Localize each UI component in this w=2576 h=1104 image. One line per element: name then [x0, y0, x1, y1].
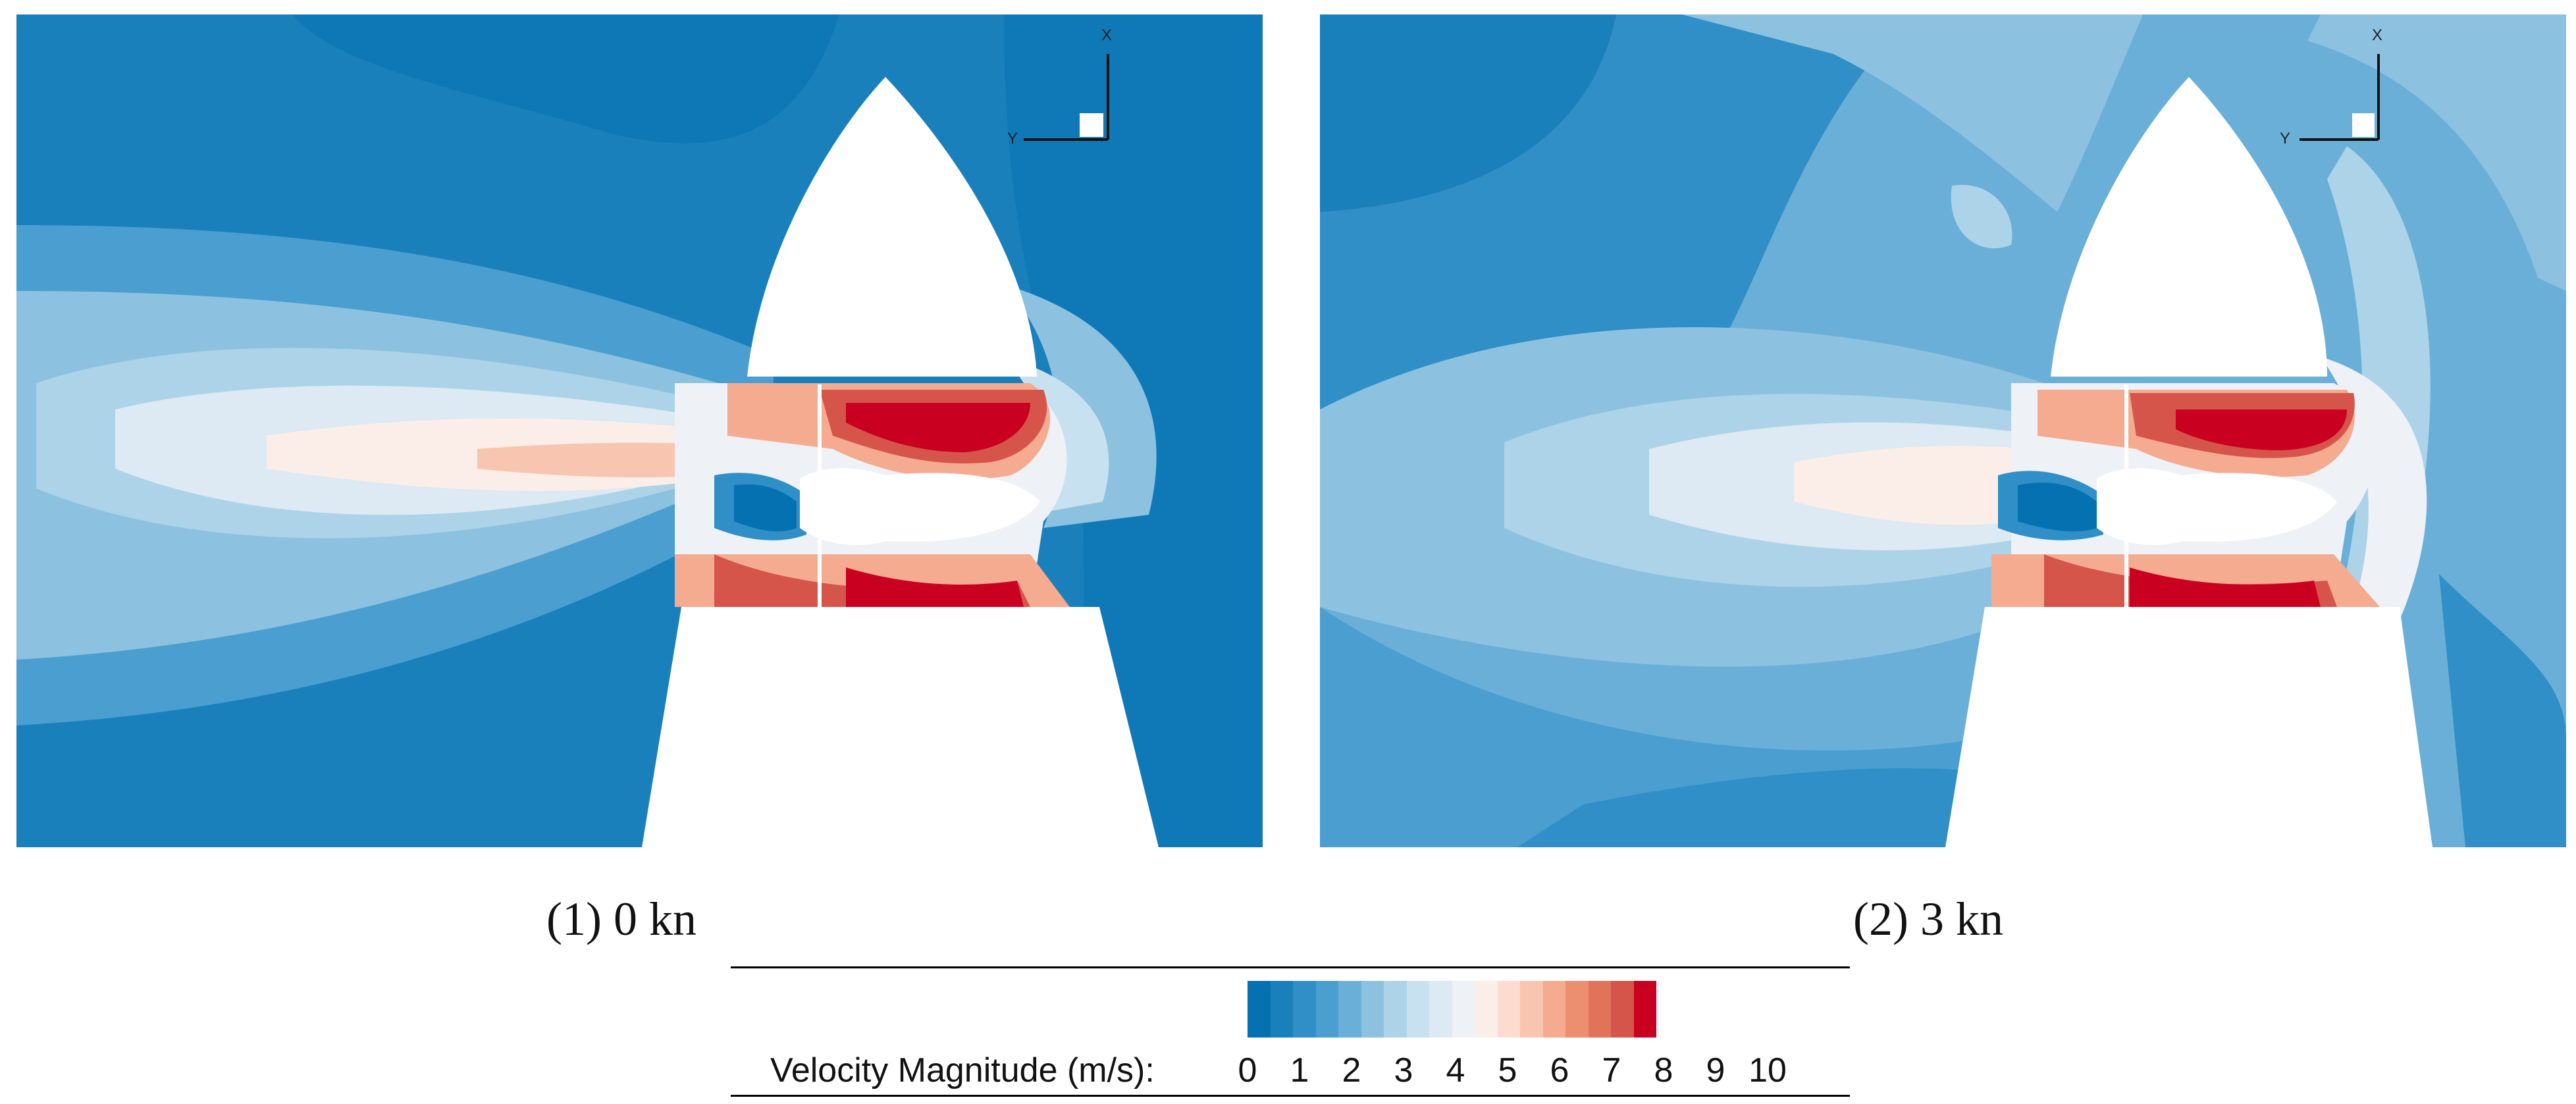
colorbar-swatch	[1588, 981, 1611, 1038]
legend-bottom-rule	[731, 1095, 1850, 1097]
colorbar-swatch	[1338, 981, 1361, 1038]
colorbar-tick-label: 7	[1602, 1051, 1621, 1090]
colorbar-tick-label: 0	[1238, 1051, 1257, 1090]
colorbar-swatch	[1611, 981, 1634, 1038]
colorbar-tick-label: 3	[1394, 1051, 1413, 1090]
velocity-contour-plot	[16, 14, 1263, 847]
y-axis-label: Y	[2280, 130, 2291, 147]
velocity-contour-plot	[1320, 14, 2566, 847]
colorbar-swatch	[1452, 981, 1475, 1038]
colorbar-swatch	[1361, 981, 1384, 1038]
colorbar-swatch	[1497, 981, 1520, 1038]
colorbar-tick-label: 4	[1446, 1051, 1465, 1090]
colorbar-tick-label: 6	[1550, 1051, 1569, 1090]
y-axis-label: Y	[1007, 130, 1018, 147]
legend-top-rule	[731, 966, 1850, 968]
colorbar-swatch	[1542, 981, 1565, 1038]
contour-panel-3kn: X Y	[1320, 14, 2566, 847]
colorbar-tick-label: 8	[1654, 1051, 1673, 1090]
colorbar	[1248, 981, 1656, 1038]
x-axis-label: X	[2372, 26, 2383, 44]
colorbar-swatch	[1270, 981, 1293, 1038]
colorbar-tick-label: 9	[1706, 1051, 1725, 1090]
colorbar-swatch	[1520, 981, 1543, 1038]
legend-title: Velocity Magnitude (m/s):	[770, 1051, 1155, 1090]
colorbar-swatch	[1406, 981, 1429, 1038]
colorbar-tick-label: 1	[1290, 1051, 1309, 1090]
contour-panel-0kn: X Y	[16, 14, 1263, 847]
panel-caption-3kn: (2) 3 kn	[1853, 893, 2003, 945]
colorbar-tick-label: 2	[1342, 1051, 1361, 1090]
color-legend: Velocity Magnitude (m/s): 0 1 2 3 4 5 6 7 8 9 10	[731, 966, 1850, 1097]
colorbar-swatch	[1565, 981, 1589, 1038]
colorbar-swatch	[1384, 981, 1407, 1038]
colorbar-swatch	[1315, 981, 1338, 1038]
colorbar-swatch	[1633, 981, 1656, 1038]
colorbar-swatch	[1293, 981, 1316, 1038]
colorbar-tick-label: 10	[1748, 1051, 1787, 1090]
colorbar-tick-label: 5	[1498, 1051, 1517, 1090]
colorbar-swatch	[1429, 981, 1452, 1038]
panel-caption-0kn: (1) 0 kn	[546, 893, 697, 945]
colorbar-swatch	[1475, 981, 1498, 1038]
colorbar-swatch	[1248, 981, 1271, 1038]
colorbar-ticks: 0 1 2 3 4 5 6 7 8 9 10	[1231, 1051, 1787, 1090]
x-axis-label: X	[1101, 26, 1113, 44]
